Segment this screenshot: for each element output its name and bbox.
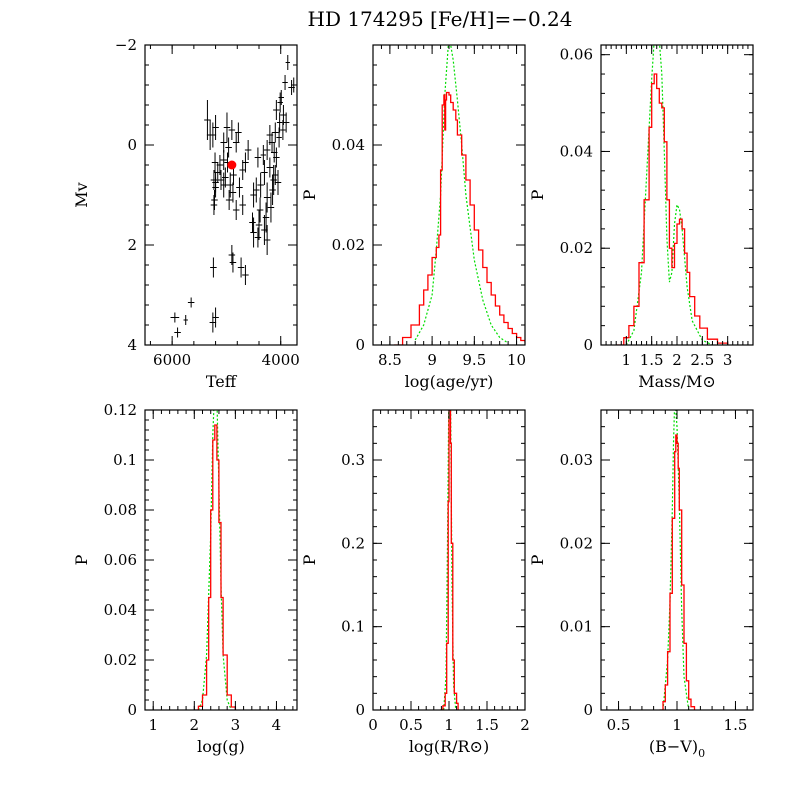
y-axis-label-age: P [300, 189, 319, 200]
x-tick-label-logg: 3 [231, 716, 241, 734]
panel-mass: 1 1.5 2 2.5 3 0 0.02 0.04 0.06 Mass/M⊙ P [528, 44, 754, 391]
alt-model-curve [443, 410, 457, 710]
x-tick-label-logr: 0 [368, 716, 378, 734]
y-tick-label-logr: 0.1 [341, 618, 365, 636]
x-tick-label-bv: 1 [672, 716, 682, 734]
x-tick-label-logr: 2 [520, 716, 530, 734]
model-histogram [194, 424, 237, 710]
y-tick-label-age: 0.04 [332, 136, 365, 154]
panel-hr: 6000 4000 −2 0 2 4 Teff Mv [72, 36, 300, 391]
x-axis-label-age: log(age/yr) [405, 372, 494, 391]
panel-frame-hr [144, 44, 298, 346]
x-tick-label-bv: 1.5 [724, 716, 748, 734]
plot-area-hr [170, 55, 297, 338]
y-axis-label-hr: Mv [72, 182, 91, 207]
x-tick-label-mass: 2 [672, 351, 682, 369]
y-axis-label-mass: P [528, 189, 547, 200]
plot-area-mass [616, 45, 729, 345]
y-tick-label-logr: 0.2 [341, 534, 365, 552]
panel-frame-age [372, 44, 526, 346]
model-histogram [616, 73, 729, 345]
x-tick-label-logr: 1 [444, 716, 454, 734]
y-axis-label-logg: P [72, 554, 91, 565]
x-tick-label-age: 9.5 [462, 351, 486, 369]
y-tick-label-logg: 0.06 [104, 551, 137, 569]
x-tick-label-mass: 2.5 [690, 351, 714, 369]
panel-frame-logg [144, 409, 298, 711]
x-tick-label-mass: 3 [723, 351, 733, 369]
figure-title: HD 174295 [Fe/H]=−0.24 [308, 7, 573, 31]
y-tick-label-age: 0 [355, 336, 365, 354]
panel-logr: 0 0.5 1 1.5 2 0 0.1 0.2 0.3 log(R/R⊙) P [300, 409, 530, 756]
panel-logg: 1 2 3 4 0 0.02 0.04 0.06 0.08 0.1 0.12 log(g) P [72, 401, 298, 756]
y-tick-label-mass: 0.06 [560, 46, 593, 64]
y-tick-label-hr: −2 [115, 36, 137, 54]
x-tick-label-age: 10 [507, 351, 526, 369]
x-tick-label-hr: 6000 [153, 351, 191, 369]
y-tick-label-logg: 0.12 [104, 401, 137, 419]
target-star-marker [227, 160, 237, 170]
alt-model-curve [625, 45, 713, 345]
panel-frame-bv [600, 409, 754, 711]
y-tick-label-bv: 0.01 [560, 618, 593, 636]
panel-bv: 0.5 1 1.5 0 0.01 0.02 0.03 (B−V)0 P [528, 409, 754, 760]
x-tick-label-logr: 0.5 [399, 716, 423, 734]
x-axis-label-mass: Mass/M⊙ [638, 372, 716, 391]
y-tick-label-bv: 0 [583, 701, 593, 719]
y-tick-label-logg: 0 [127, 701, 137, 719]
x-tick-label-hr: 4000 [262, 351, 300, 369]
x-tick-label-age: 9 [427, 351, 437, 369]
x-tick-label-logg: 1 [148, 716, 158, 734]
y-tick-label-logr: 0.3 [341, 451, 365, 469]
y-tick-label-mass: 0 [583, 336, 593, 354]
y-tick-label-logg: 0.08 [104, 501, 137, 519]
plot-area-age [394, 45, 525, 345]
x-tick-label-age: 8.5 [378, 351, 402, 369]
model-histogram [659, 434, 696, 710]
y-tick-label-hr: 4 [127, 336, 137, 354]
y-tick-label-mass: 0.04 [560, 142, 593, 160]
y-tick-label-hr: 2 [127, 236, 137, 254]
y-tick-label-logr: 0 [355, 701, 365, 719]
y-tick-label-hr: 0 [127, 136, 137, 154]
y-tick-label-age: 0.02 [332, 236, 365, 254]
panel-age: 8.5 9 9.5 10 0 0.02 0.04 log(age/yr) P [300, 44, 526, 391]
x-tick-label-logg: 4 [272, 716, 282, 734]
x-axis-label-logr: log(R/R⊙) [409, 737, 489, 756]
x-axis-label-hr: Teff [206, 372, 238, 391]
x-tick-label-logr: 1.5 [475, 716, 499, 734]
alt-model-curve [197, 410, 232, 710]
plot-area-logg [194, 410, 237, 710]
model-histogram [439, 410, 459, 710]
plot-area-bv [659, 410, 696, 710]
y-tick-label-logg: 0.1 [113, 451, 137, 469]
alt-model-curve [414, 45, 509, 344]
y-axis-label-bv: P [528, 554, 547, 565]
model-histogram [394, 91, 525, 345]
y-tick-label-bv: 0.03 [560, 451, 593, 469]
panel-frame-mass [600, 44, 754, 346]
y-tick-label-logg: 0.02 [104, 651, 137, 669]
x-tick-label-logg: 2 [190, 716, 200, 734]
x-tick-label-mass: 1 [622, 351, 632, 369]
plot-area-logr [439, 410, 459, 710]
x-axis-label-subscript: 0 [698, 747, 705, 760]
x-tick-label-mass: 1.5 [640, 351, 664, 369]
x-axis-label-logg: log(g) [197, 737, 245, 756]
x-tick-label-bv: 0.5 [607, 716, 631, 734]
x-axis-label-bv: (B−V)0 [649, 737, 705, 760]
y-axis-label-logr: P [300, 554, 319, 565]
panel-frame-logr [372, 409, 526, 711]
alt-model-curve [662, 410, 690, 710]
y-tick-label-bv: 0.02 [560, 534, 593, 552]
y-tick-label-logg: 0.04 [104, 601, 137, 619]
y-tick-label-mass: 0.02 [560, 239, 593, 257]
